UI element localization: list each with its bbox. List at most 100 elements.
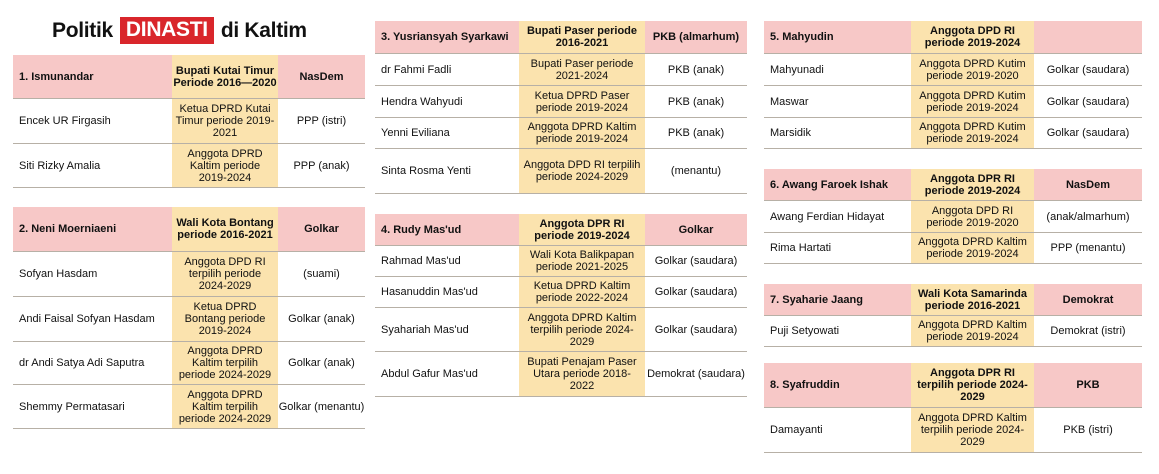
title-prefix: Politik	[52, 18, 113, 42]
group-head-name: 4. Rudy Mas'ud	[375, 214, 519, 246]
member-name: Yenni Eviliana	[375, 118, 519, 149]
member-name: dr Fahmi Fadli	[375, 54, 519, 86]
group-head-position: Anggota DPD RI periode 2019-2024	[911, 21, 1034, 54]
group-rows: Mahyunadi Anggota DPRD Kutim periode 201…	[764, 54, 1142, 149]
member-position: Anggota DPD RI terpilih periode 2024-202…	[172, 252, 278, 297]
member-position: Ketua DPRD Kutai Timur periode 2019-2021	[172, 99, 278, 144]
group-head-name: 5. Mahyudin	[764, 21, 911, 54]
group-head-party: Demokrat	[1034, 284, 1142, 316]
member-relation: (menantu)	[645, 149, 747, 194]
group-head-position: Anggota DPR RI periode 2019-2024	[911, 169, 1034, 201]
member-relation: Demokrat (istri)	[1034, 316, 1142, 347]
member-position: Ketua DPRD Paser periode 2019-2024	[519, 86, 645, 118]
group-rows: Rahmad Mas'ud Wali Kota Balikpapan perio…	[375, 246, 747, 397]
member-position: Ketua DPRD Kaltim periode 2022-2024	[519, 277, 645, 308]
member-name: Sinta Rosma Yenti	[375, 149, 519, 194]
member-position: Anggota DPRD Kaltim periode 2019-2024	[519, 118, 645, 149]
member-position: Anggota DPRD Kaltim periode 2019-2024	[172, 144, 278, 188]
member-position: Anggota DPRD Kaltim periode 2019-2024	[911, 233, 1034, 264]
group-head-position: Anggota DPR RI terpilih periode 2024-202…	[911, 363, 1034, 408]
title-suffix: di Kaltim	[220, 18, 307, 42]
group-4: 4. Rudy Mas'ud Anggota DPR RI periode 20…	[375, 214, 747, 397]
group-head-party: NasDem	[1034, 169, 1142, 201]
group-head-party: Golkar	[645, 214, 747, 246]
member-position: Ketua DPRD Bontang periode 2019-2024	[172, 297, 278, 342]
member-name: Maswar	[764, 86, 911, 118]
group-rows: Encek UR Firgasih Ketua DPRD Kutai Timur…	[13, 99, 365, 188]
member-name: Mahyunadi	[764, 54, 911, 86]
group-header: 1. Ismunandar Bupati Kutai Timur Periode…	[13, 55, 365, 99]
group-rows: dr Fahmi Fadli Bupati Paser periode 2021…	[375, 54, 747, 194]
member-relation: PPP (anak)	[278, 144, 365, 188]
member-relation: Golkar (saudara)	[645, 277, 747, 308]
member-position: Anggota DPRD Kaltim terpilih periode 202…	[911, 408, 1034, 453]
group-head-name: 7. Syaharie Jaang	[764, 284, 911, 316]
group-rows: Sofyan Hasdam Anggota DPD RI terpilih pe…	[13, 252, 365, 429]
member-position: Anggota DPRD Kaltim periode 2019-2024	[911, 316, 1034, 347]
group-header: 5. Mahyudin Anggota DPD RI periode 2019-…	[764, 21, 1142, 54]
group-head-party: Golkar	[278, 207, 365, 252]
member-position: Anggota DPD RI periode 2019-2020	[911, 201, 1034, 233]
member-relation: PKB (anak)	[645, 54, 747, 86]
member-name: Abdul Gafur Mas'ud	[375, 352, 519, 397]
member-relation: Demokrat (saudara)	[645, 352, 747, 397]
member-name: Rima Hartati	[764, 233, 911, 264]
column-3: 5. Mahyudin Anggota DPD RI periode 2019-…	[764, 21, 1142, 453]
group-head-position: Bupati Paser periode 2016-2021	[519, 21, 645, 54]
group-8: 8. Syafruddin Anggota DPR RI terpilih pe…	[764, 363, 1142, 453]
member-relation: Golkar (anak)	[278, 297, 365, 342]
group-3: 3. Yusriansyah Syarkawi Bupati Paser per…	[375, 21, 747, 194]
member-relation: PPP (menantu)	[1034, 233, 1142, 264]
member-relation: (anak/almarhum)	[1034, 201, 1142, 233]
group-head-name: 1. Ismunandar	[13, 55, 172, 99]
member-name: dr Andi Satya Adi Saputra	[13, 342, 172, 385]
group-header: 6. Awang Faroek Ishak Anggota DPR RI per…	[764, 169, 1142, 201]
member-relation: Golkar (anak)	[278, 342, 365, 385]
member-position: Bupati Paser periode 2021-2024	[519, 54, 645, 86]
group-header: 3. Yusriansyah Syarkawi Bupati Paser per…	[375, 21, 747, 54]
member-position: Anggota DPRD Kaltim terpilih periode 202…	[172, 385, 278, 429]
member-name: Marsidik	[764, 118, 911, 149]
member-name: Encek UR Firgasih	[13, 99, 172, 144]
member-name: Andi Faisal Sofyan Hasdam	[13, 297, 172, 342]
member-relation: PKB (anak)	[645, 86, 747, 118]
group-head-party: NasDem	[278, 55, 365, 99]
member-relation: Golkar (saudara)	[645, 246, 747, 277]
member-relation: PKB (anak)	[645, 118, 747, 149]
member-position: Anggota DPRD Kaltim terpilih periode 202…	[172, 342, 278, 385]
group-head-name: 6. Awang Faroek Ishak	[764, 169, 911, 201]
group-1: 1. Ismunandar Bupati Kutai Timur Periode…	[13, 55, 365, 188]
group-head-name: 2. Neni Moerniaeni	[13, 207, 172, 252]
member-name: Puji Setyowati	[764, 316, 911, 347]
column-1: 1. Ismunandar Bupati Kutai Timur Periode…	[13, 55, 365, 429]
group-rows: Damayanti Anggota DPRD Kaltim terpilih p…	[764, 408, 1142, 453]
page-title: Politik DINASTI di Kaltim	[52, 17, 307, 44]
member-relation: Golkar (saudara)	[645, 308, 747, 352]
member-position: Anggota DPD RI terpilih periode 2024-202…	[519, 149, 645, 194]
member-position: Bupati Penajam Paser Utara periode 2018-…	[519, 352, 645, 397]
group-head-position: Wali Kota Samarinda periode 2016-2021	[911, 284, 1034, 316]
member-name: Hasanuddin Mas'ud	[375, 277, 519, 308]
group-head-position: Anggota DPR RI periode 2019-2024	[519, 214, 645, 246]
member-name: Awang Ferdian Hidayat	[764, 201, 911, 233]
group-header: 4. Rudy Mas'ud Anggota DPR RI periode 20…	[375, 214, 747, 246]
group-head-position: Bupati Kutai Timur Periode 2016—2020	[172, 55, 278, 99]
title-highlight: DINASTI	[119, 17, 214, 44]
member-position: Anggota DPRD Kutim periode 2019-2024	[911, 118, 1034, 149]
member-position: Anggota DPRD Kutim periode 2019-2020	[911, 54, 1034, 86]
member-name: Shemmy Permatasari	[13, 385, 172, 429]
group-header: 7. Syaharie Jaang Wali Kota Samarinda pe…	[764, 284, 1142, 316]
group-head-position: Wali Kota Bontang periode 2016-2021	[172, 207, 278, 252]
member-relation: Golkar (saudara)	[1034, 86, 1142, 118]
group-header: 2. Neni Moerniaeni Wali Kota Bontang per…	[13, 207, 365, 252]
group-rows: Puji Setyowati Anggota DPRD Kaltim perio…	[764, 316, 1142, 347]
group-5: 5. Mahyudin Anggota DPD RI periode 2019-…	[764, 21, 1142, 149]
member-name: Syahariah Mas'ud	[375, 308, 519, 352]
member-name: Rahmad Mas'ud	[375, 246, 519, 277]
member-name: Siti Rizky Amalia	[13, 144, 172, 188]
group-header: 8. Syafruddin Anggota DPR RI terpilih pe…	[764, 363, 1142, 408]
member-relation: (suami)	[278, 252, 365, 297]
member-name: Hendra Wahyudi	[375, 86, 519, 118]
group-head-party	[1034, 21, 1142, 54]
group-7: 7. Syaharie Jaang Wali Kota Samarinda pe…	[764, 284, 1142, 347]
